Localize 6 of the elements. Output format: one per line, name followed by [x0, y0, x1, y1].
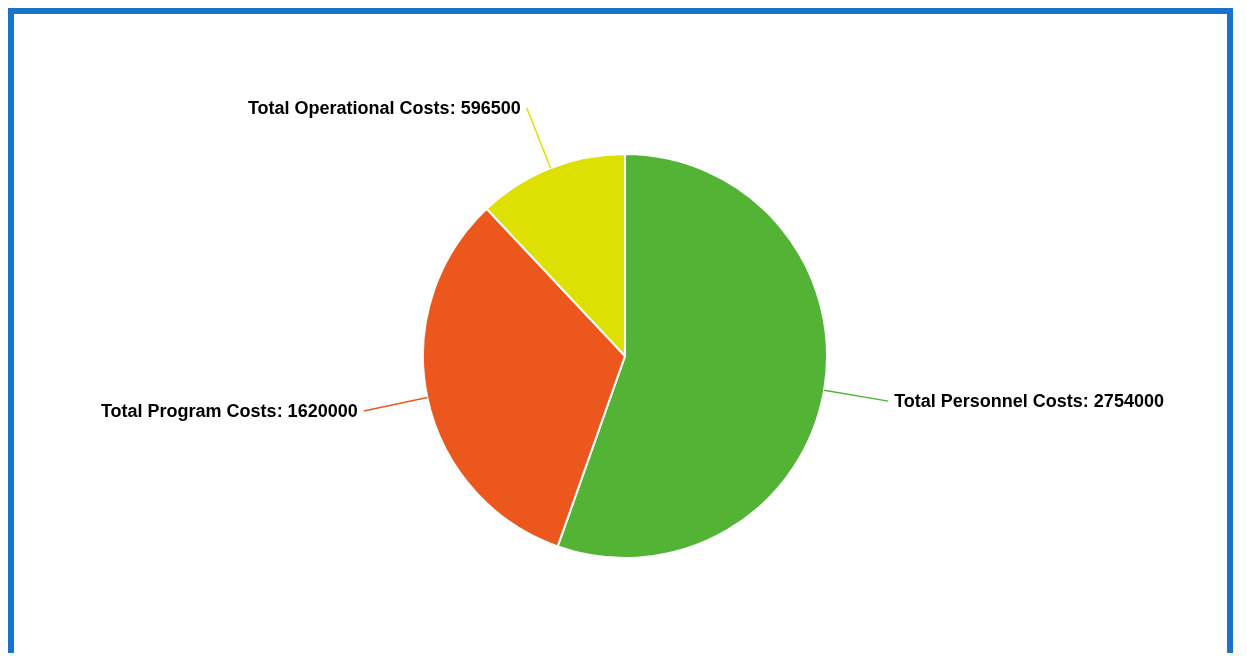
- data-label: : 2754000: [1082, 391, 1164, 412]
- data-label: : 1620000: [276, 400, 358, 421]
- slice-label: Total Operational Costs: [247, 97, 450, 118]
- slice-label: Total Personnel Costs: [894, 391, 1083, 412]
- data-label: : 596500: [449, 97, 521, 118]
- slice-label: Total Program Costs: [100, 400, 277, 421]
